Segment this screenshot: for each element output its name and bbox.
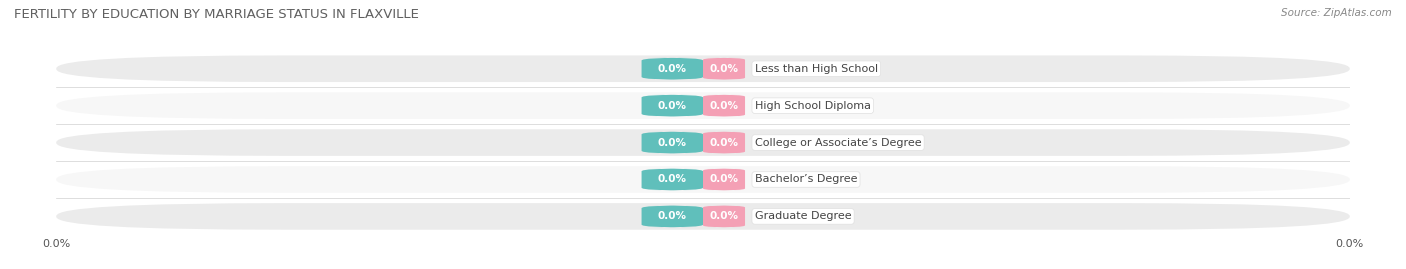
Text: Bachelor’s Degree: Bachelor’s Degree	[755, 175, 858, 185]
FancyBboxPatch shape	[703, 168, 745, 191]
FancyBboxPatch shape	[641, 131, 703, 154]
FancyBboxPatch shape	[641, 94, 703, 117]
Text: Graduate Degree: Graduate Degree	[755, 211, 852, 221]
Text: 0.0%: 0.0%	[710, 211, 738, 221]
FancyBboxPatch shape	[56, 55, 1350, 82]
FancyBboxPatch shape	[703, 58, 745, 80]
Text: 0.0%: 0.0%	[710, 175, 738, 185]
FancyBboxPatch shape	[641, 205, 703, 228]
Text: Less than High School: Less than High School	[755, 64, 877, 74]
Text: 0.0%: 0.0%	[658, 64, 686, 74]
FancyBboxPatch shape	[641, 168, 703, 191]
FancyBboxPatch shape	[56, 166, 1350, 193]
FancyBboxPatch shape	[56, 92, 1350, 119]
FancyBboxPatch shape	[56, 129, 1350, 156]
Text: 0.0%: 0.0%	[658, 175, 686, 185]
Text: 0.0%: 0.0%	[710, 64, 738, 74]
Text: 0.0%: 0.0%	[710, 101, 738, 111]
Text: Source: ZipAtlas.com: Source: ZipAtlas.com	[1281, 8, 1392, 18]
Text: 0.0%: 0.0%	[658, 137, 686, 148]
Text: 0.0%: 0.0%	[658, 101, 686, 111]
FancyBboxPatch shape	[56, 203, 1350, 230]
FancyBboxPatch shape	[703, 131, 745, 154]
Text: FERTILITY BY EDUCATION BY MARRIAGE STATUS IN FLAXVILLE: FERTILITY BY EDUCATION BY MARRIAGE STATU…	[14, 8, 419, 21]
FancyBboxPatch shape	[703, 94, 745, 117]
Text: 0.0%: 0.0%	[658, 211, 686, 221]
Text: College or Associate’s Degree: College or Associate’s Degree	[755, 137, 921, 148]
FancyBboxPatch shape	[703, 205, 745, 228]
FancyBboxPatch shape	[641, 58, 703, 80]
Text: 0.0%: 0.0%	[710, 137, 738, 148]
Text: High School Diploma: High School Diploma	[755, 101, 870, 111]
